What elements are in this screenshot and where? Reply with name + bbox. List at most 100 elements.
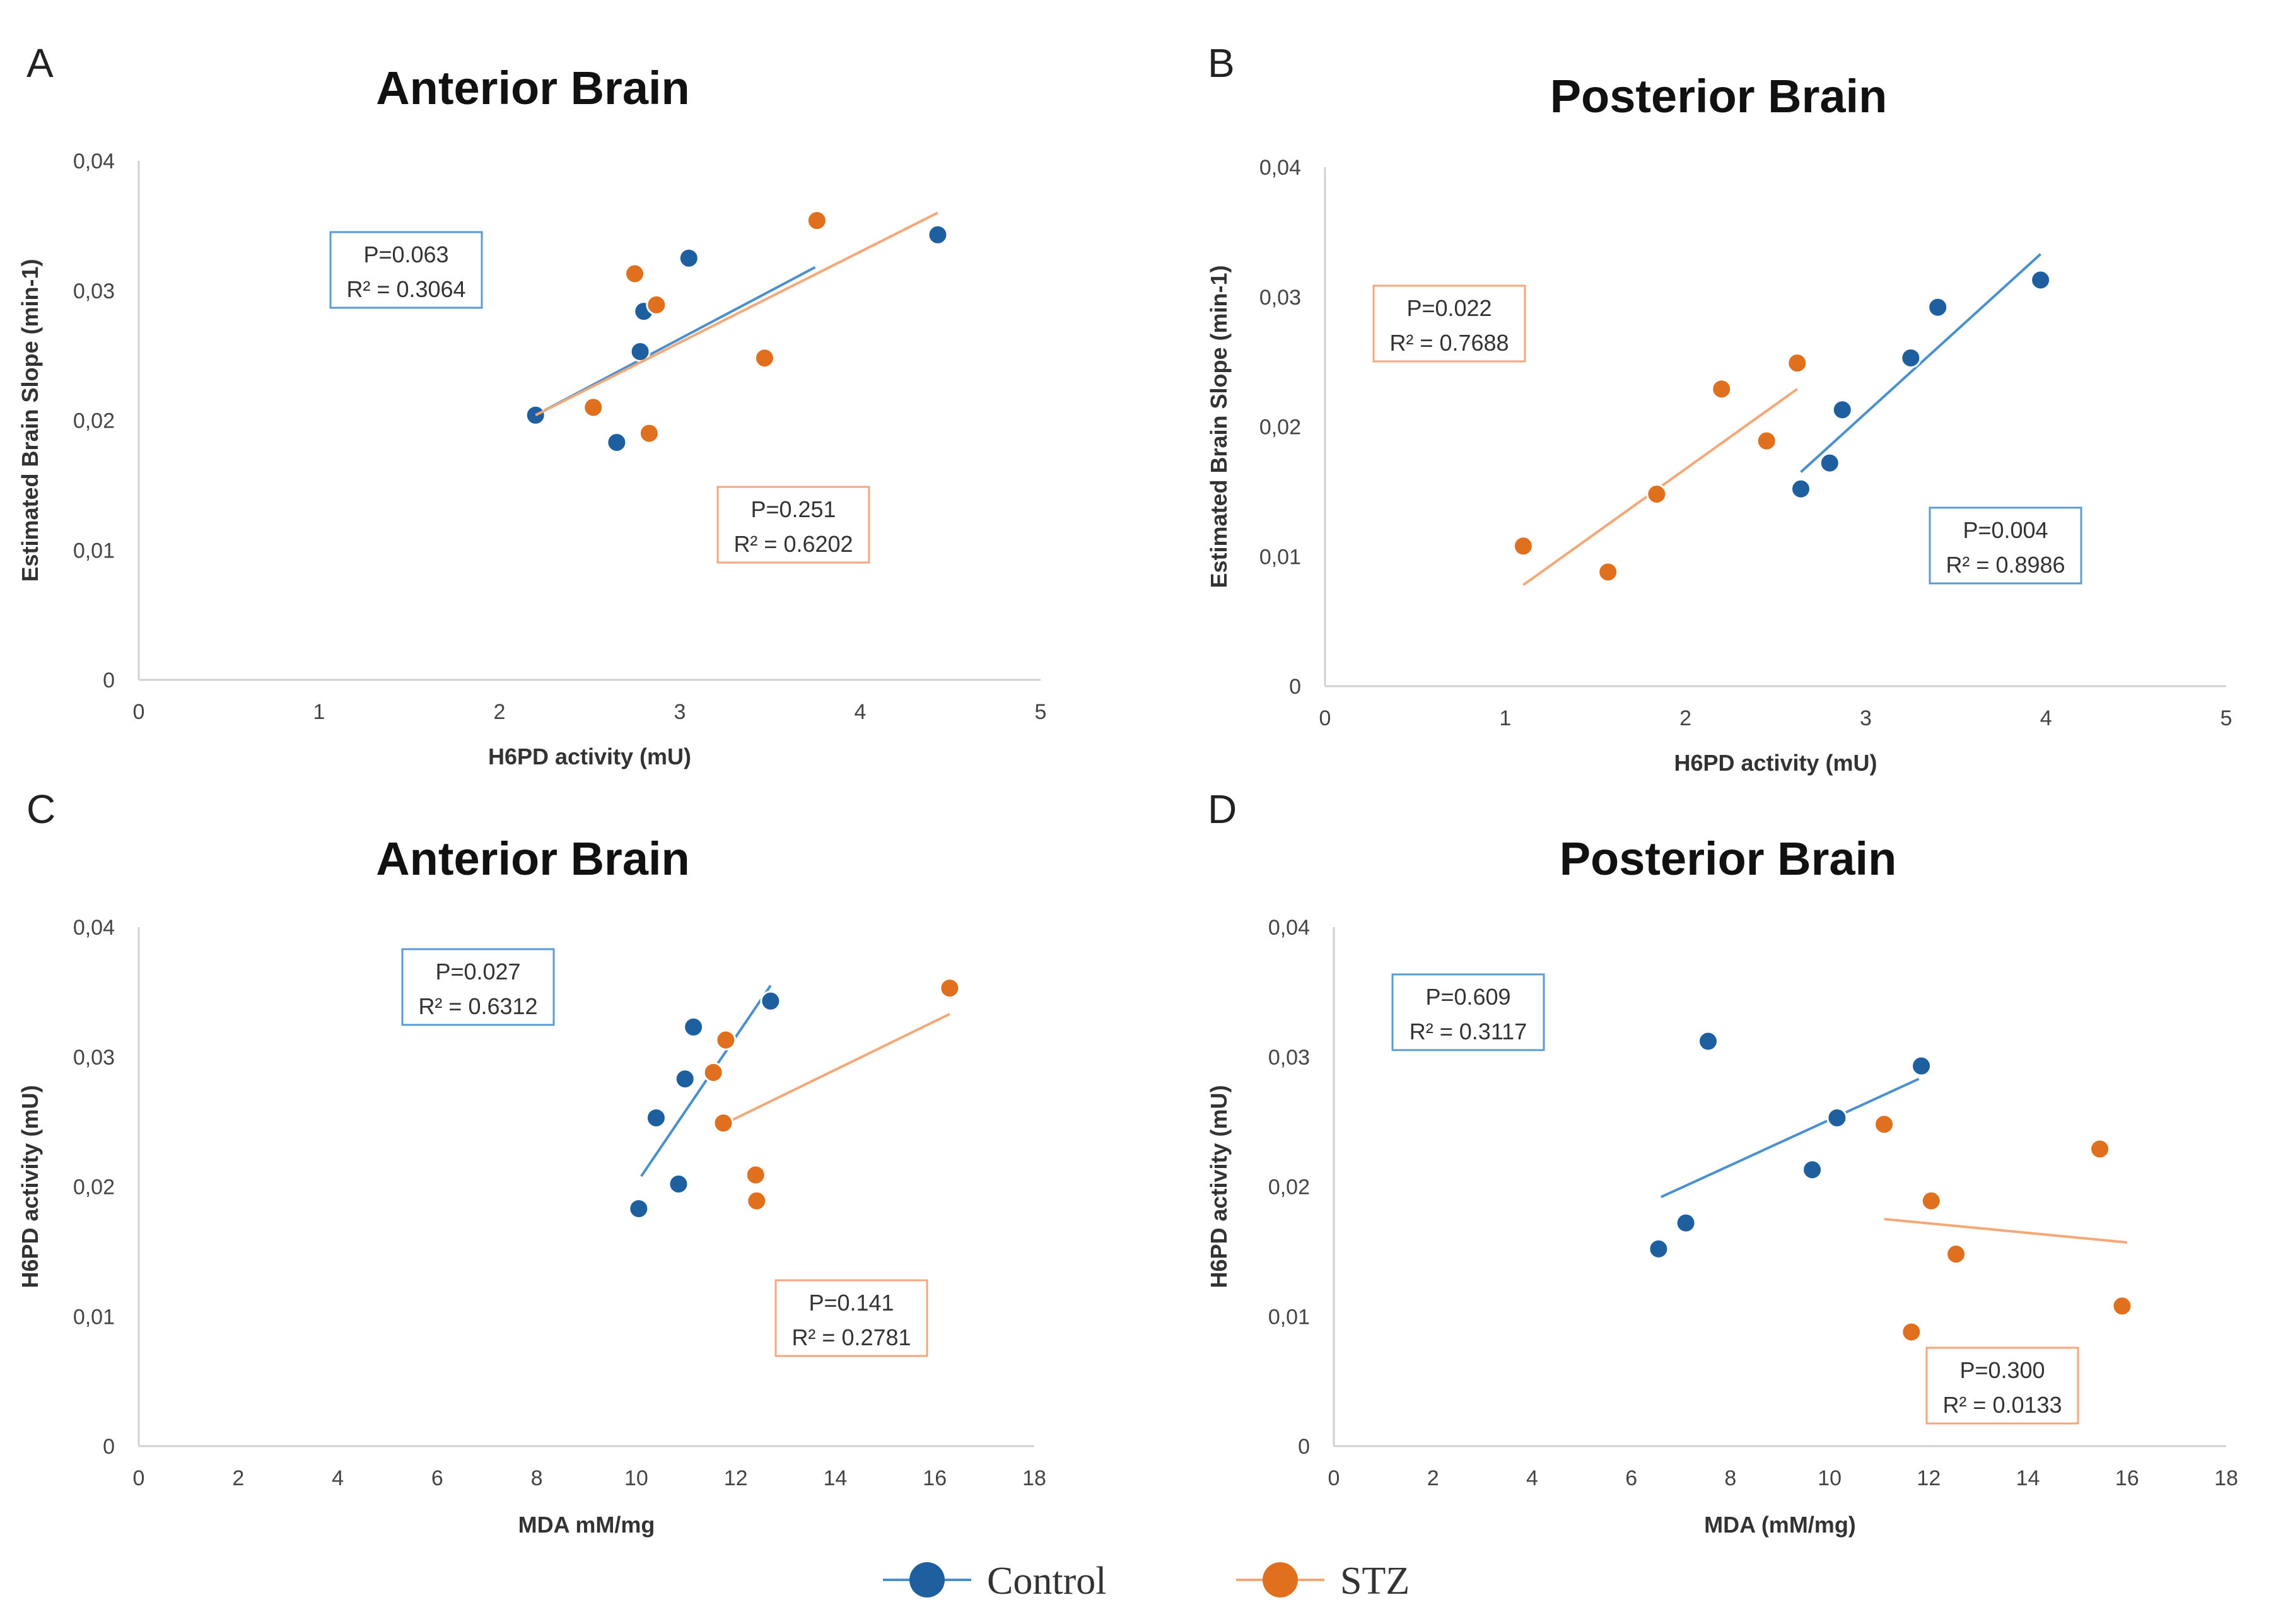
trendline-stz [535,211,938,417]
y-axis-label: H6PD activity (mU) [17,1085,43,1288]
chart-title: Posterior Brain [1550,70,1888,122]
stats-box-control: P=0.027 R² = 0.6312 [401,948,555,1026]
y-tick-label: 0 [1289,675,1301,699]
p-value-text: P=0.022 [1406,295,1492,321]
x-tick-label: 2 [1679,706,1691,730]
legend-label: Control [987,1560,1106,1603]
chart-panel-b: B Posterior Brain 0 0,01 0,02 0,03 0,04 0 1 2 3 4 5 E… [1206,40,2232,776]
x-tick-label: 1 [313,700,325,724]
legend-item-stz: STZ [1236,1560,1410,1603]
r-squared-text: R² = 0.3064 [346,276,465,302]
data-point-stz [1756,430,1777,452]
x-tick-label: 14 [2016,1466,2040,1490]
trendline-stz [1884,1217,2127,1244]
stats-box-border [401,948,555,1026]
data-point-control [645,1107,667,1128]
data-point-control [1802,1159,1823,1181]
data-point-stz [1920,1190,1942,1212]
y-tick-label: 0,02 [1268,1176,1310,1200]
x-tick-label: 6 [431,1466,443,1490]
y-tick-label: 0,03 [73,1046,115,1070]
data-point-stz [1874,1114,1895,1135]
chart-panel-a: A Anterior Brain 0 0,01 0,02 0,03 0,04 0 1 2 3 4 5 Es… [17,40,1046,769]
x-tick-label: 3 [1860,706,1872,730]
data-point-control [1819,452,1840,474]
r-squared-text: R² = 0.7688 [1389,330,1509,356]
x-tick-label: 12 [724,1466,748,1490]
data-point-control [606,431,628,453]
stats-box-border [716,486,870,564]
data-point-control [2030,269,2052,291]
stats-box-border [1925,1347,2079,1425]
p-value-text: P=0.004 [1963,517,2048,543]
data-point-stz [638,423,660,444]
y-tick-label: 0,03 [73,279,115,303]
data-point-control [674,1068,696,1090]
p-value-text: P=0.300 [1959,1357,2045,1383]
stats-box-control: P=0.004 R² = 0.8986 [1929,506,2082,585]
data-point-stz [1597,561,1619,583]
chart-title: Anterior Brain [376,62,690,114]
x-tick-label: 4 [855,700,867,724]
data-point-stz [745,1164,766,1186]
stats-box-stz: P=0.022 R² = 0.7688 [1372,284,1526,363]
y-tick-label: 0,01 [1268,1305,1310,1329]
trendline-stz [723,1013,950,1126]
y-axis-label: H6PD activity (mU) [1206,1085,1232,1288]
y-tick-label: 0,02 [73,1176,115,1200]
chart-panel-d: D Posterior Brain 0 0,01 0,02 0,03 0,04 0 2 4 6 8 10… [1206,786,2238,1538]
series-control: P=0.063 R² = 0.3064 [329,224,949,453]
data-point-control [1927,296,1949,318]
y-tick-label: 0,04 [73,916,115,940]
data-point-control [683,1016,704,1037]
panel-letter: D [1208,786,1237,832]
stats-box-stz: P=0.300 R² = 0.0133 [1925,1347,2079,1425]
data-point-control [1790,478,1812,499]
y-tick-label: 0,03 [1268,1046,1310,1070]
stats-box-border [1391,973,1545,1051]
x-tick-label: 10 [624,1466,648,1490]
x-tick-label: 0 [133,1466,145,1490]
data-point-stz [806,210,827,231]
data-point-stz [624,263,645,284]
data-point-control [678,247,699,269]
r-squared-text: R² = 0.2781 [791,1324,911,1350]
x-tick-label: 4 [2040,706,2052,730]
y-axis-label: Estimated Brain Slope (min-1) [1206,265,1232,588]
x-axis-label: H6PD activity (mU) [1674,750,1877,776]
x-tick-label: 8 [531,1466,543,1490]
stats-box-stz: P=0.251 R² = 0.6202 [716,486,870,564]
r-squared-text: R² = 0.0133 [1942,1392,2062,1418]
stats-box-border [1929,506,2082,585]
y-tick-label: 0,04 [1268,916,1310,940]
data-point-stz [703,1061,724,1083]
x-tick-label: 2 [232,1466,244,1490]
p-value-text: P=0.251 [750,496,836,522]
series-control: P=0.004 R² = 0.8986 [1790,253,2082,585]
y-tick-label: 0,04 [1259,156,1301,180]
r-squared-text: R² = 0.6312 [418,993,537,1019]
x-axis-label: H6PD activity (mU) [488,744,691,769]
data-point-stz [2089,1138,2111,1160]
data-point-stz [1946,1243,1967,1265]
p-value-text: P=0.063 [363,242,448,267]
chart-title: Posterior Brain [1560,832,1897,885]
data-point-stz [939,978,960,999]
x-axis-label: MDA mM/mg [518,1512,655,1538]
x-tick-label: 0 [1328,1466,1340,1490]
series-stz: P=0.141 R² = 0.2781 [703,978,960,1357]
y-tick-label: 0,02 [1259,416,1301,440]
data-point-control [629,341,651,362]
data-point-stz [715,1029,737,1051]
stats-box-stz: P=0.141 R² = 0.2781 [774,1279,928,1357]
x-tick-label: 18 [1022,1466,1046,1490]
y-tick-label: 0 [103,1435,115,1459]
data-point-stz [746,1190,768,1212]
legend-item-control: Control [883,1560,1106,1603]
r-squared-text: R² = 0.6202 [733,531,853,557]
legend-marker-control [909,1562,945,1598]
x-tick-label: 10 [1818,1466,1842,1490]
trendline-control [1800,253,2041,473]
x-tick-label: 0 [133,700,145,724]
data-point-stz [2111,1295,2133,1317]
